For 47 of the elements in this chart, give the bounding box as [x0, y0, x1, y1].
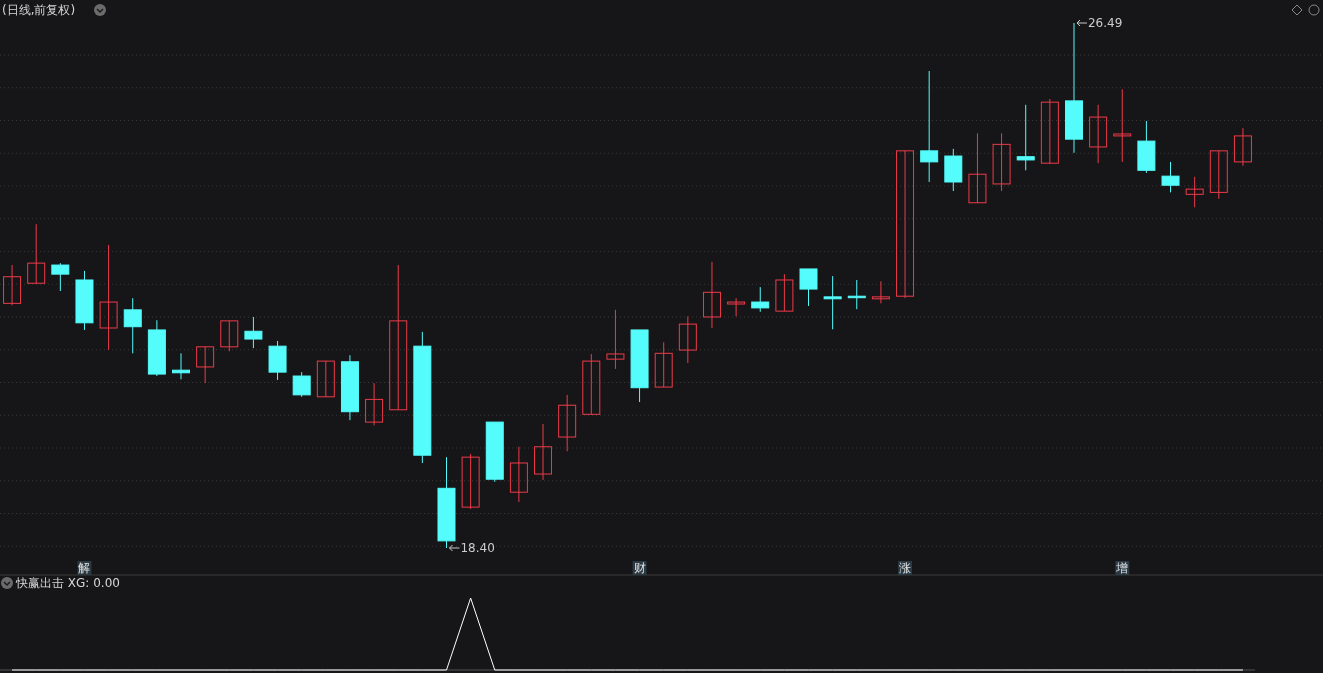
candlestick	[920, 70, 939, 183]
x-tick-label: 涨	[899, 561, 912, 575]
candlestick	[1040, 98, 1059, 165]
candlestick	[292, 371, 311, 398]
candlestick	[1209, 150, 1228, 200]
candlestick	[365, 382, 384, 426]
candlestick	[389, 264, 408, 411]
candlestick	[196, 346, 215, 384]
candlestick	[799, 268, 818, 307]
candlestick	[558, 394, 577, 452]
candlestick	[1113, 88, 1132, 163]
annotation: 18.40	[460, 541, 495, 555]
candlestick	[871, 280, 890, 304]
candlestick	[775, 273, 794, 312]
candlestick	[1089, 104, 1108, 164]
candlestick	[968, 132, 987, 204]
candlestick	[702, 261, 721, 329]
candlestick	[896, 150, 915, 299]
chart-title: (日线,前复权)	[2, 3, 76, 17]
candlestick	[678, 315, 697, 364]
candlestick	[823, 275, 842, 330]
chart-title: 快赢出击 XG: 0.00	[15, 576, 120, 590]
candlestick	[606, 309, 625, 370]
candlestick	[534, 423, 553, 481]
candlestick	[1016, 104, 1035, 171]
candlestick	[1233, 127, 1252, 167]
candlestick	[244, 316, 263, 349]
candlestick	[220, 320, 239, 352]
x-tick-label: 财	[633, 561, 646, 575]
candlestick	[99, 244, 118, 351]
candlestick	[509, 446, 528, 503]
candlestick	[316, 360, 335, 398]
candlestick	[751, 286, 770, 313]
candlestick	[1161, 161, 1180, 193]
candlestick	[1185, 176, 1204, 208]
candlestick	[727, 297, 746, 317]
candlestick	[461, 453, 480, 510]
candlestick	[3, 264, 22, 306]
x-tick-label: 解	[78, 561, 91, 575]
annotation: 26.49	[1087, 16, 1123, 30]
candlestick	[992, 132, 1011, 192]
candlestick	[123, 297, 142, 354]
x-tick-label: 增	[1115, 561, 1129, 575]
candlestick	[582, 353, 601, 415]
candlestick	[51, 262, 70, 292]
candlestick	[654, 341, 673, 388]
candlestick	[27, 223, 46, 284]
